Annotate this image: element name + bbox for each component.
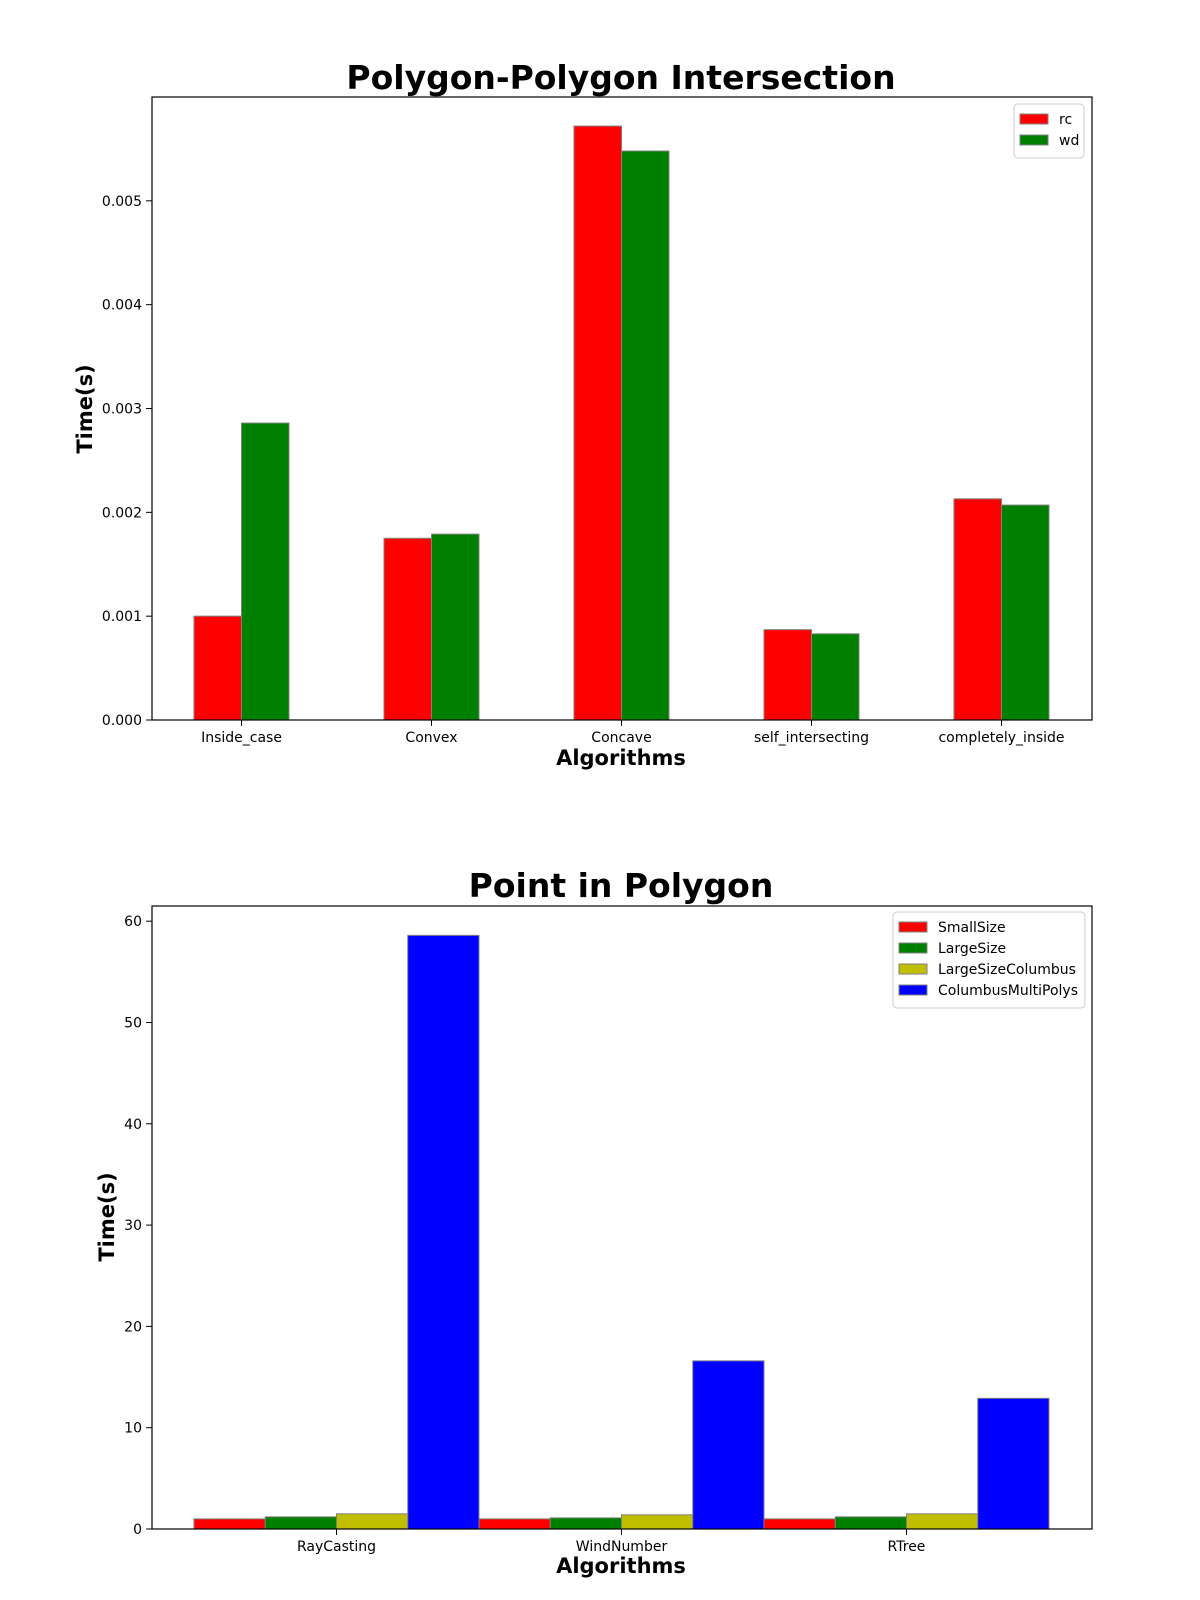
bar-rc-self_intersecting xyxy=(763,629,812,721)
bar-ColumbusMultiPolys-RTree xyxy=(977,1397,1050,1530)
bar-rc-Convex xyxy=(383,537,432,721)
y-tick-label: 30 xyxy=(124,1218,142,1234)
bars xyxy=(193,125,1050,721)
bar-SmallSize-RTree xyxy=(763,1518,836,1530)
x-ticks: RayCasting WindNumber RTree xyxy=(297,1529,925,1555)
legend-box xyxy=(1013,103,1085,159)
y-tick-label: 0 xyxy=(133,1522,142,1538)
bar-LargeSize-RayCasting xyxy=(264,1516,337,1530)
legend-box xyxy=(892,911,1086,1009)
legend-label-SmallSize: SmallSize xyxy=(938,920,1006,936)
polygon-intersection-chart: Polygon-Polygon Intersection 0.0000.0010… xyxy=(73,58,1093,770)
x-tick-label: RayCasting xyxy=(297,1539,376,1555)
y-tick-label: 0.004 xyxy=(102,298,142,314)
bar-wd-Concave xyxy=(621,150,670,721)
bar-wd-Inside_case xyxy=(241,422,290,721)
x-tick-label: Inside_case xyxy=(201,730,282,746)
legend-swatch-LargeSizeColumbus xyxy=(898,963,928,975)
bar-LargeSizeColumbus-WindNumber xyxy=(621,1514,694,1530)
legend: SmallSize LargeSize LargeSizeColumbus Colum… xyxy=(892,911,1086,1009)
bar-SmallSize-WindNumber xyxy=(478,1518,551,1530)
legend-swatch-SmallSize xyxy=(898,921,928,933)
x-axis-label: Algorithms xyxy=(556,746,686,770)
legend-label-LargeSizeColumbus: LargeSizeColumbus xyxy=(938,962,1076,978)
x-tick-label: RTree xyxy=(888,1539,926,1555)
bar-ColumbusMultiPolys-WindNumber xyxy=(692,1360,765,1530)
bar-LargeSizeColumbus-RayCasting xyxy=(336,1513,409,1530)
x-tick-label: Convex xyxy=(405,730,457,746)
bar-ColumbusMultiPolys-RayCasting xyxy=(407,934,480,1530)
chart-title: Point in Polygon xyxy=(469,866,774,905)
bar-wd-Convex xyxy=(431,533,480,721)
legend-swatch-rc xyxy=(1019,113,1049,125)
y-tick-label: 0.001 xyxy=(102,609,142,625)
x-axis-label: Algorithms xyxy=(556,1554,686,1578)
point-in-polygon-chart: Point in Polygon 0 10 20 30 40 50 60 RayCastin… xyxy=(95,866,1093,1578)
y-tick-label: 60 xyxy=(124,914,142,930)
y-tick-label: 0.000 xyxy=(102,713,142,729)
bar-rc-Concave xyxy=(573,125,622,721)
bar-wd-self_intersecting xyxy=(811,633,860,721)
y-tick-label: 0.005 xyxy=(102,194,142,210)
legend-swatch-wd xyxy=(1019,134,1049,146)
legend-label-ColumbusMultiPolys: ColumbusMultiPolys xyxy=(938,983,1078,999)
bar-rc-completely_inside xyxy=(953,498,1002,721)
bar-rc-Inside_case xyxy=(193,615,242,721)
legend-swatch-LargeSize xyxy=(898,942,928,954)
y-tick-label: 20 xyxy=(124,1319,142,1335)
bar-wd-completely_inside xyxy=(1001,504,1050,721)
legend-label-rc: rc xyxy=(1059,112,1072,128)
bar-LargeSize-RTree xyxy=(834,1516,907,1530)
y-ticks: 0.000 0.001 0.002 0.003 0.004 0.005 xyxy=(102,194,152,729)
y-tick-label: 0.003 xyxy=(102,402,142,418)
y-axis-label: Time(s) xyxy=(95,1172,119,1261)
bar-LargeSize-WindNumber xyxy=(549,1517,622,1530)
x-tick-label: self_intersecting xyxy=(754,730,869,746)
bar-SmallSize-RayCasting xyxy=(193,1518,266,1530)
bars xyxy=(193,934,1050,1530)
y-tick-label: 40 xyxy=(124,1117,142,1133)
x-tick-label: WindNumber xyxy=(576,1539,668,1555)
x-tick-label: completely_inside xyxy=(938,730,1064,746)
chart-title: Polygon-Polygon Intersection xyxy=(346,58,895,97)
x-ticks: Inside_case Convex Concave self_intersectin… xyxy=(201,720,1065,746)
y-tick-label: 10 xyxy=(124,1421,142,1437)
y-tick-label: 50 xyxy=(124,1015,142,1031)
bar-LargeSizeColumbus-RTree xyxy=(906,1513,979,1530)
legend: rc wd xyxy=(1013,103,1085,159)
y-axis-label: Time(s) xyxy=(73,364,97,453)
y-ticks: 0 10 20 30 40 50 60 xyxy=(124,914,152,1538)
x-tick-label: Concave xyxy=(591,730,651,746)
legend-label-LargeSize: LargeSize xyxy=(938,941,1006,957)
legend-swatch-ColumbusMultiPolys xyxy=(898,984,928,996)
y-tick-label: 0.002 xyxy=(102,505,142,521)
legend-label-wd: wd xyxy=(1059,133,1079,149)
